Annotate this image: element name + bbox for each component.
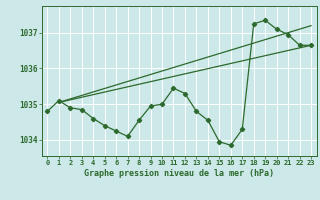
X-axis label: Graphe pression niveau de la mer (hPa): Graphe pression niveau de la mer (hPa)	[84, 169, 274, 178]
